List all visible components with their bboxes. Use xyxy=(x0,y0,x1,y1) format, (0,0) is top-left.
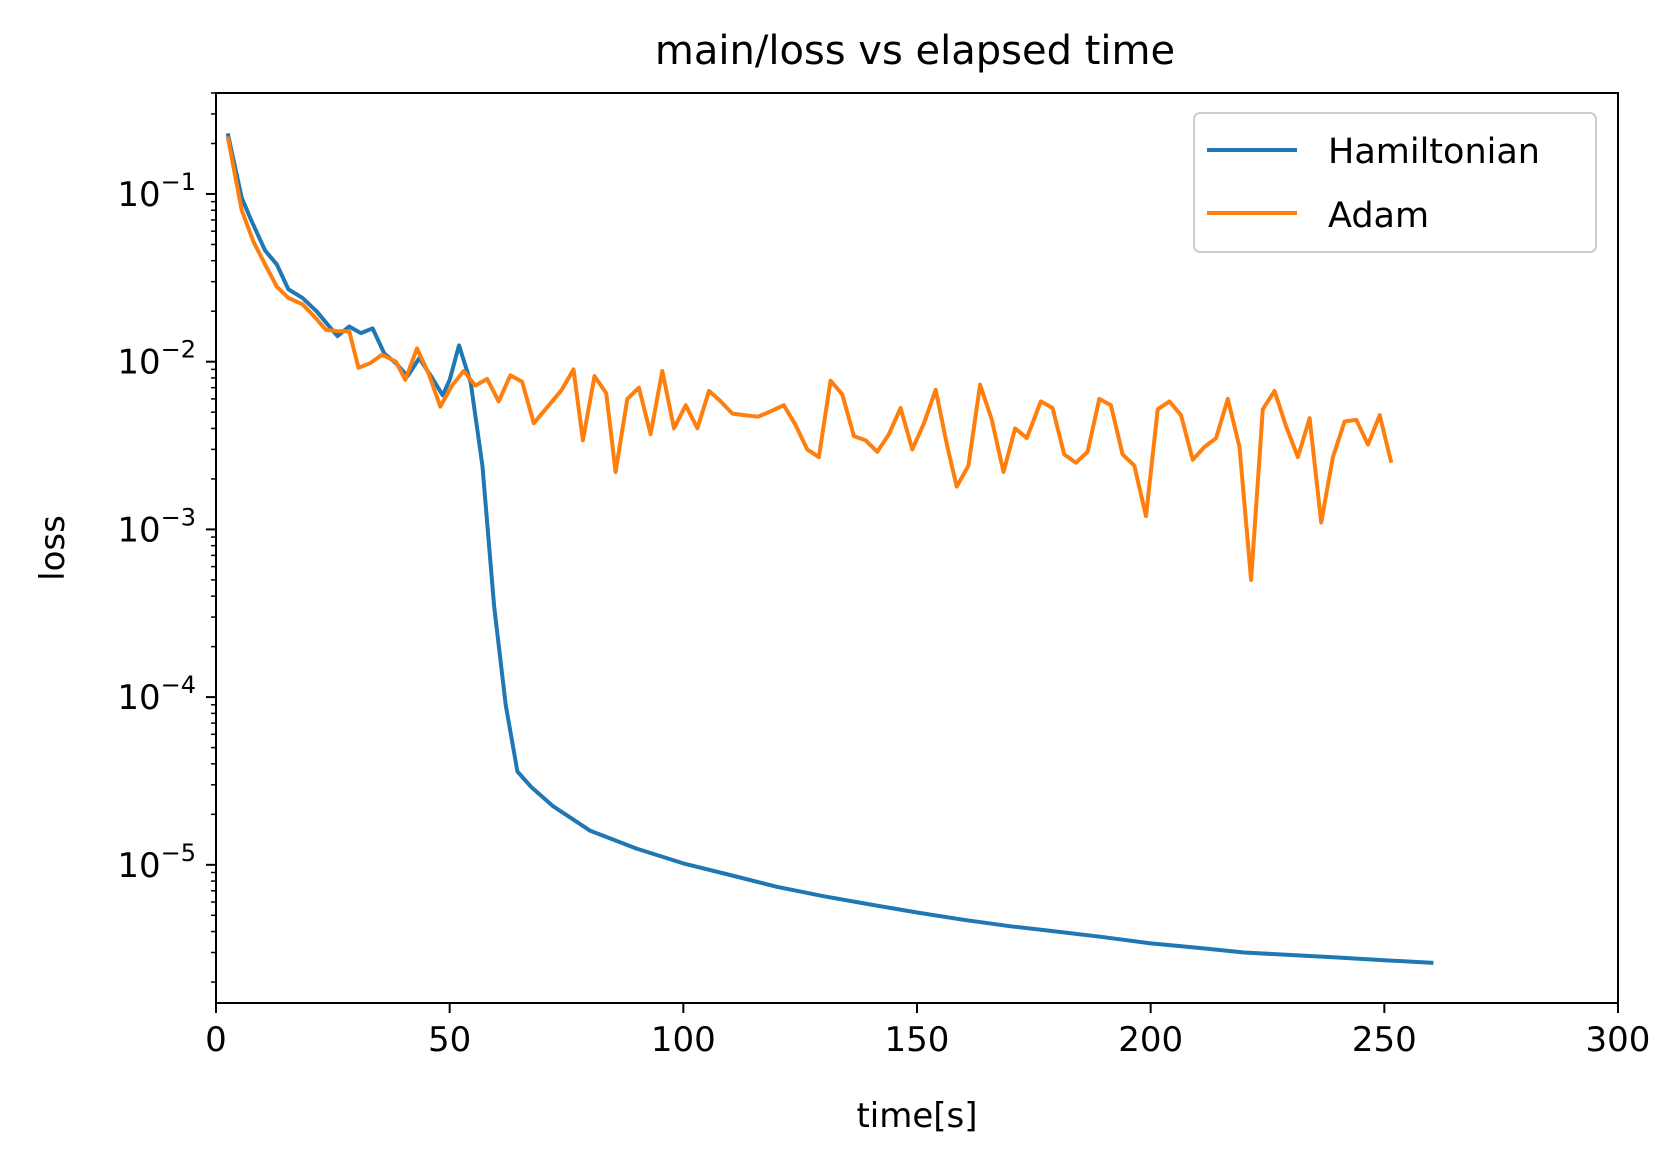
x-tick-label: 150 xyxy=(885,1020,950,1060)
y-axis-label: loss xyxy=(33,515,73,581)
y-tick-label: 10−2 xyxy=(117,336,196,383)
y-axis: 10−1 10−2 10−3 10−4 10−5 xyxy=(117,92,216,983)
y-tick-label: 10−5 xyxy=(117,839,196,886)
y-tick-label: 10−4 xyxy=(117,671,196,718)
legend: Hamiltonian Adam xyxy=(1193,112,1597,253)
series-layer xyxy=(225,132,1434,965)
legend-label-hamiltonian: Hamiltonian xyxy=(1328,132,1540,172)
series-line-hamiltonian xyxy=(225,132,1434,965)
x-tick-label: 200 xyxy=(1118,1020,1183,1060)
x-tick-label: 50 xyxy=(428,1020,471,1060)
x-tick-label: 100 xyxy=(651,1020,716,1060)
series-line-adam xyxy=(225,136,1394,582)
y-tick-label: 10−1 xyxy=(117,168,196,215)
chart-title: main/loss vs elapsed time xyxy=(655,28,1175,74)
legend-label-adam: Adam xyxy=(1328,196,1429,236)
x-tick-label: 0 xyxy=(205,1020,227,1060)
x-axis-label: time[s] xyxy=(856,1096,977,1136)
x-tick-label: 300 xyxy=(1586,1020,1651,1060)
x-axis: 0 50 100 150 200 250 300 xyxy=(205,1003,1650,1060)
y-tick-label: 10−3 xyxy=(117,503,196,550)
legend-frame xyxy=(1193,112,1597,253)
x-tick-label: 250 xyxy=(1352,1020,1417,1060)
